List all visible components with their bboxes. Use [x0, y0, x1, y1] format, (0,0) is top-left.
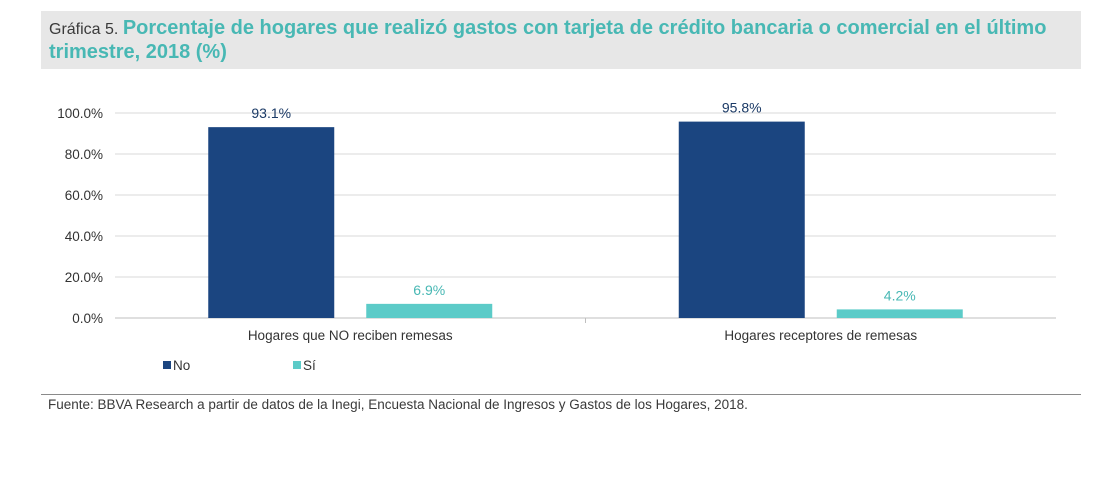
y-tick-label: 60.0% — [65, 188, 103, 203]
bar-chart: 0.0% 20.0% 40.0% 60.0% 80.0% 100.0% 93.1% 6.9% H… — [57, 100, 1056, 373]
y-tick-label: 80.0% — [65, 147, 103, 162]
y-tick-label: 20.0% — [65, 270, 103, 285]
legend-swatch-no — [163, 361, 171, 369]
y-tick-label: 40.0% — [65, 229, 103, 244]
x-category-label: Hogares que NO reciben remesas — [248, 328, 453, 343]
chart-heading: Gráfica 5. Porcentaje de hogares que rea… — [49, 17, 1069, 65]
footer-divider — [41, 394, 1081, 395]
bar-no — [678, 121, 805, 318]
data-label: 4.2% — [884, 287, 916, 303]
legend-label: Sí — [303, 358, 316, 373]
y-tick-label: 0.0% — [72, 311, 103, 326]
bar-no — [208, 127, 335, 319]
chart-title: Porcentaje de hogares que realizó gastos… — [49, 17, 1047, 63]
y-tick-label: 100.0% — [57, 106, 103, 121]
figure-label: Gráfica 5. — [49, 21, 119, 38]
chart-header: Gráfica 5. Porcentaje de hogares que rea… — [41, 11, 1081, 69]
source-note: Fuente: BBVA Research a partir de datos … — [48, 397, 748, 412]
data-label: 93.1% — [251, 105, 291, 121]
legend-label: No — [173, 358, 190, 373]
legend-swatch-si — [293, 361, 301, 369]
bar-si — [836, 309, 963, 318]
x-category-label: Hogares receptores de remesas — [724, 328, 917, 343]
data-label: 95.8% — [722, 100, 762, 116]
bar-si — [366, 303, 493, 318]
data-label: 6.9% — [413, 282, 445, 298]
